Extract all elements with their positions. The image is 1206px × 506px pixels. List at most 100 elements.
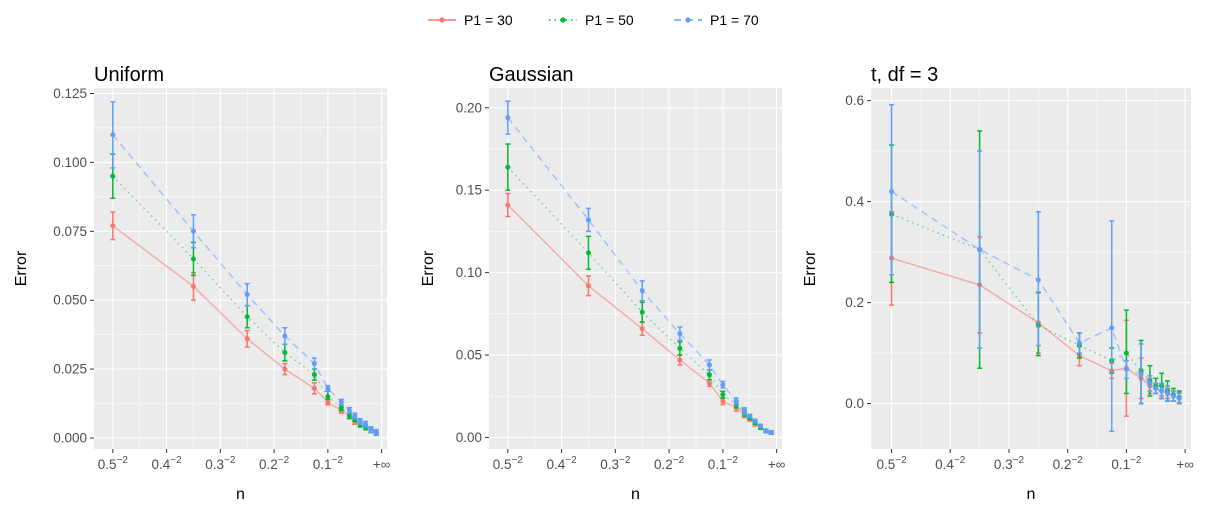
data-point <box>368 427 374 433</box>
y-tick-label: 0.100 <box>53 155 87 170</box>
x-axis-title: n <box>631 486 640 503</box>
data-point <box>110 223 116 229</box>
data-point <box>768 430 774 436</box>
data-point <box>706 372 712 378</box>
data-point <box>585 217 591 223</box>
x-tick-exponent: −2 <box>1071 455 1083 466</box>
x-tick-base: 0.2 <box>654 457 673 472</box>
x-tick-base: 0.3 <box>994 457 1013 472</box>
data-point <box>325 399 331 405</box>
x-tick-base: 0.1 <box>313 457 332 472</box>
y-tick-label: 0.05 <box>456 348 482 363</box>
legend-item: P1 = 50 <box>549 12 634 28</box>
x-axis-title: n <box>236 486 245 503</box>
x-tick-label: 0.1−2 <box>708 455 739 472</box>
data-point <box>752 418 758 424</box>
x-tick-exponent: −2 <box>224 455 236 466</box>
x-tick-exponent: −2 <box>673 455 685 466</box>
legend-label: P1 = 70 <box>710 12 759 28</box>
data-point <box>1159 388 1165 394</box>
y-tick-label: 0.15 <box>456 183 482 198</box>
x-tick-exponent: −2 <box>512 455 524 466</box>
x-tick-exponent: −2 <box>619 455 631 466</box>
data-point <box>1035 277 1041 283</box>
data-point <box>741 408 747 414</box>
data-point <box>733 398 739 404</box>
data-point <box>763 428 769 434</box>
data-point <box>346 413 352 419</box>
panel-title: Uniform <box>94 64 164 86</box>
y-axis-title: Error <box>802 250 819 286</box>
x-tick-exponent: −2 <box>332 455 344 466</box>
panel-title: Gaussian <box>489 64 574 86</box>
panel-1: Uniform 0.000 0.025 0.050 0.075 0.100 0.125 0.5… <box>13 64 391 503</box>
y-tick-label: 0.050 <box>53 293 87 308</box>
data-point <box>585 250 591 256</box>
data-point <box>282 366 288 372</box>
panel-3: t, df = 30.00.20.40.60.5−2 0.4−2 0.3−2 0.2−… <box>802 64 1194 503</box>
data-point <box>282 350 288 356</box>
x-tick-base: +∞ <box>373 457 391 472</box>
series-3 <box>110 101 379 436</box>
plot-background <box>489 88 782 449</box>
x-tick-exponent: −2 <box>278 455 290 466</box>
x-tick-label: 0.5−2 <box>876 455 907 472</box>
data-point <box>244 314 250 320</box>
data-point <box>757 423 763 429</box>
y-tick-label: 0.025 <box>53 362 87 377</box>
x-tick-exponent: −2 <box>727 455 739 466</box>
x-tick-exponent: −2 <box>1130 455 1142 466</box>
y-tick-label: 0.00 <box>456 430 482 445</box>
data-point <box>338 399 344 405</box>
x-tick-exponent: −2 <box>895 455 907 466</box>
data-point <box>720 392 726 398</box>
data-point <box>677 357 683 363</box>
data-point <box>311 385 317 391</box>
data-point <box>1109 325 1115 331</box>
x-tick-label: 0.2−2 <box>654 455 685 472</box>
x-tick-label: 0.2−2 <box>1053 455 1084 472</box>
legend-item: P1 = 30 <box>428 12 513 28</box>
data-point <box>1176 396 1182 402</box>
data-point <box>311 361 317 367</box>
plot-background <box>94 88 387 449</box>
x-tick-base: 0.3 <box>205 457 224 472</box>
data-point <box>639 309 645 315</box>
x-tick-exponent: −2 <box>565 455 577 466</box>
data-point <box>325 394 331 400</box>
legend-label: P1 = 30 <box>464 12 513 28</box>
data-point <box>720 382 726 388</box>
data-point <box>110 173 116 179</box>
data-point <box>282 333 288 339</box>
x-tick-exponent: −2 <box>170 455 182 466</box>
x-tick-base: 0.5 <box>98 457 117 472</box>
data-point <box>244 336 250 342</box>
x-tick-base: 0.5 <box>876 457 895 472</box>
x-tick-base: +∞ <box>1176 457 1194 472</box>
x-tick-base: 0.3 <box>600 457 619 472</box>
y-axis-title: Error <box>13 250 30 286</box>
x-tick-label: 0.5−2 <box>493 455 524 472</box>
x-tick-label: +∞ <box>1176 457 1194 472</box>
data-point <box>325 385 331 391</box>
legend: P1 = 30 P1 = 50 P1 = 70 <box>428 12 759 28</box>
x-tick-label: +∞ <box>768 457 786 472</box>
y-tick-label: 0.0 <box>845 396 864 411</box>
data-point <box>338 405 344 411</box>
data-point <box>352 413 358 419</box>
x-tick-exponent: −2 <box>1013 455 1025 466</box>
data-point <box>706 362 712 368</box>
data-point <box>1076 340 1082 346</box>
legend-key-point <box>439 17 445 23</box>
legend-key-point <box>685 17 691 23</box>
y-tick-label: 0.075 <box>53 224 87 239</box>
plot-background <box>871 88 1191 449</box>
data-point <box>190 256 196 262</box>
data-point <box>110 132 116 138</box>
x-tick-label: 0.1−2 <box>313 455 344 472</box>
x-tick-label: 0.3−2 <box>600 455 631 472</box>
legend-item: P1 = 70 <box>674 12 759 28</box>
data-point <box>190 283 196 289</box>
